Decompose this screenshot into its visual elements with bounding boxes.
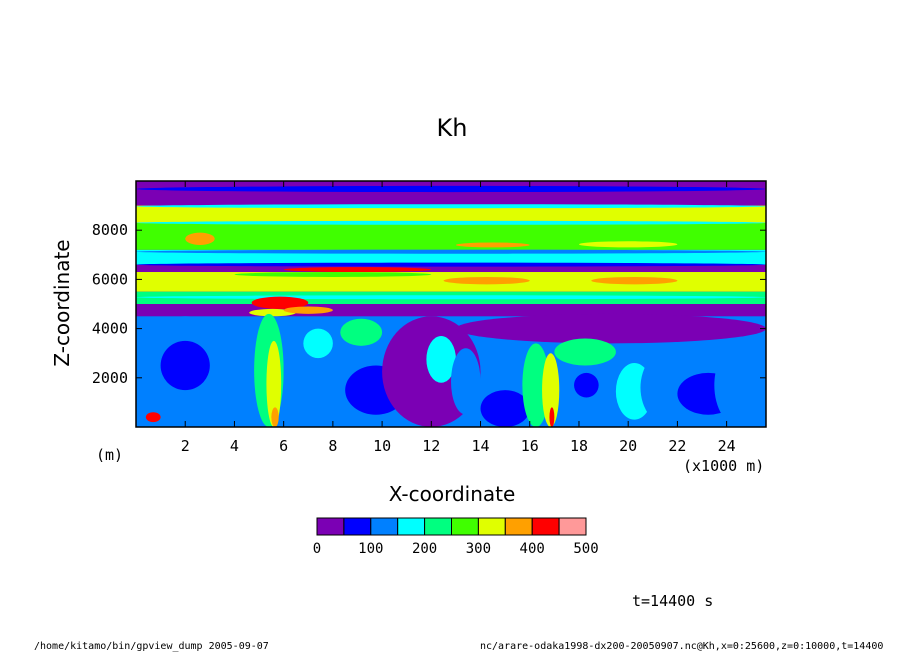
colorbar-swatch <box>558 517 587 536</box>
field-feature-35 <box>549 407 555 427</box>
colorbar-swatch <box>343 517 372 536</box>
x-tick-label: 24 <box>718 437 736 455</box>
field-feature-24 <box>303 328 333 359</box>
x-tick-label: 18 <box>570 437 588 455</box>
field-feature-5 <box>578 241 678 248</box>
field-feature-12 <box>677 276 766 282</box>
field-feature-8 <box>234 272 432 277</box>
field-feature-21 <box>266 340 282 427</box>
field-feature-32 <box>455 313 766 344</box>
field-feature-22 <box>271 407 279 427</box>
colorbar-label: 500 <box>573 541 598 557</box>
field-feature-18 <box>160 340 210 391</box>
field-feature-42 <box>714 343 766 427</box>
colorbar-label: 100 <box>358 541 383 557</box>
x-tick-label: 20 <box>619 437 637 455</box>
field-feature-4 <box>455 242 530 248</box>
time-annotation: t=14400 s <box>632 592 714 610</box>
x-tick-label: 12 <box>422 437 440 455</box>
colorbar-swatch <box>451 517 479 536</box>
colorbar-swatch <box>504 517 533 536</box>
colorbar-label: 0 <box>313 541 321 557</box>
colorbar-label: 200 <box>412 541 437 557</box>
field-feature-7 <box>136 262 766 267</box>
field-feature-33 <box>522 343 550 427</box>
field-feature-14 <box>251 296 309 309</box>
colorbar-label: 400 <box>520 541 545 557</box>
y-tick-label: 4000 <box>92 320 128 338</box>
band-2 <box>136 222 766 250</box>
field-feature-25 <box>340 318 383 346</box>
colorbar: 0 100 200 300 400 500 <box>313 517 599 557</box>
y-tick-label: 2000 <box>92 369 128 387</box>
footer-right: nc/arare-odaka1998-dx200-20050907.nc@Kh,… <box>480 641 884 652</box>
field-feature-29 <box>426 335 456 383</box>
x-axis-label: X-coordinate <box>388 482 516 506</box>
field-feature-0 <box>136 185 766 193</box>
x-tick-label: 4 <box>230 437 239 455</box>
x-tick-label: 8 <box>328 437 337 455</box>
field-feature-31 <box>480 390 530 427</box>
field-feature-3 <box>185 232 215 245</box>
field-feature-11 <box>591 276 678 285</box>
footer-left: /home/kitamo/bin/gpview_dump 2005-09-07 <box>34 641 269 652</box>
heatmap-field <box>136 181 766 427</box>
x-tick-label: 10 <box>373 437 391 455</box>
field-feature-16 <box>283 306 333 314</box>
y-tick-label: 6000 <box>92 270 128 288</box>
field-feature-6 <box>136 249 766 254</box>
colorbar-label: 300 <box>466 541 491 557</box>
field-feature-1 <box>136 204 766 209</box>
field-feature-10 <box>443 276 530 285</box>
field-feature-30 <box>451 348 481 415</box>
x-tick-label: 2 <box>181 437 190 455</box>
band-1 <box>136 205 766 223</box>
colorbar-swatch <box>531 517 560 536</box>
field-feature-38 <box>574 372 599 398</box>
x-tick-label: 14 <box>472 437 490 455</box>
band-7 <box>136 304 766 317</box>
x-tick-label: 22 <box>668 437 686 455</box>
colorbar-swatch <box>424 517 453 536</box>
x-tick-label: 16 <box>521 437 539 455</box>
plot-frame <box>135 180 767 428</box>
band-4 <box>136 264 766 273</box>
band-3 <box>136 249 766 265</box>
field-feature-19 <box>145 412 161 423</box>
colorbar-swatch <box>316 517 345 536</box>
field-feature-2 <box>136 220 766 225</box>
colorbar-swatch <box>397 517 426 536</box>
x-tick-label: 6 <box>279 437 288 455</box>
y-axis-unit: (m) <box>96 446 124 464</box>
chart-title: Kh <box>436 114 468 142</box>
colorbar-swatch <box>370 517 399 536</box>
field-feature-13 <box>136 295 766 300</box>
colorbar-swatch <box>477 517 506 536</box>
field-feature-9 <box>283 267 432 273</box>
x-axis-unit: (x1000 m) <box>683 457 765 475</box>
field-feature-34 <box>542 353 560 427</box>
y-tick-label: 8000 <box>92 221 128 239</box>
field-feature-36 <box>554 338 616 366</box>
